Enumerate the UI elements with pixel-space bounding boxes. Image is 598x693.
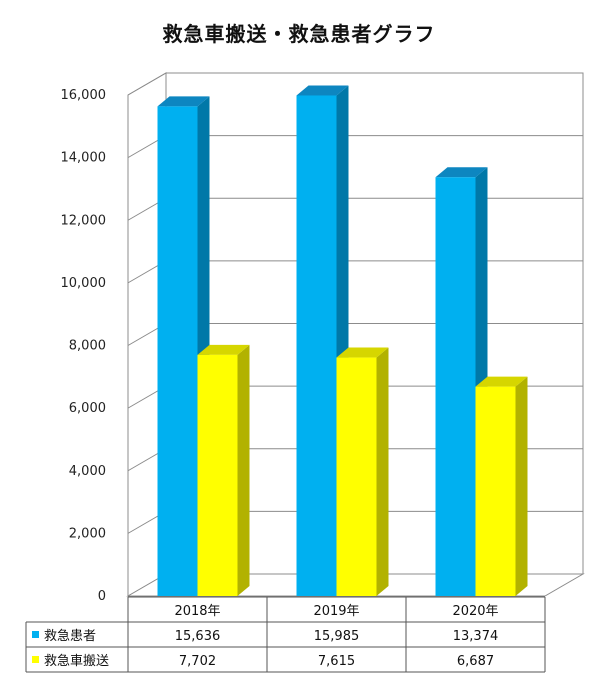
bar-front [475, 386, 516, 596]
y-tick-label: 14,000 [61, 151, 107, 166]
bar-top [197, 344, 250, 355]
bar-front [435, 177, 476, 596]
legend-label: 救急車搬送 [44, 653, 109, 669]
bar-front [336, 357, 377, 596]
legend-label: 救急患者 [44, 628, 96, 644]
data-value: 15,985 [314, 629, 360, 644]
gridline [127, 72, 583, 96]
bar-front [157, 106, 198, 596]
bar [336, 347, 389, 596]
bar-top [336, 347, 389, 358]
x-category-label: 2019年 [313, 604, 359, 619]
bar-side [515, 376, 528, 596]
data-value: 15,636 [175, 629, 221, 644]
y-tick-label: 0 [98, 589, 106, 604]
bar-top [296, 85, 349, 96]
y-tick-label: 8,000 [69, 339, 106, 354]
bar-top [157, 96, 210, 107]
bar-front [197, 354, 238, 596]
bars [157, 85, 528, 596]
y-tick-label: 4,000 [69, 464, 106, 479]
bar-top [475, 376, 528, 387]
bar-front [296, 95, 337, 596]
y-tick-label: 6,000 [69, 401, 106, 416]
chart-title: 救急車搬送・救急患者グラフ [162, 22, 436, 46]
bar [197, 344, 250, 596]
bar [475, 376, 528, 596]
legend-swatch [32, 631, 39, 638]
x-category-label: 2018年 [174, 604, 220, 619]
y-axis-ticks: 0 2,000 4,000 6,000 8,000 10,000 12,000 14,000 1… [61, 88, 107, 604]
y-tick-label: 16,000 [61, 88, 107, 103]
bar-top [435, 167, 488, 178]
data-value: 7,615 [318, 654, 355, 669]
x-category-label: 2020年 [452, 604, 498, 619]
data-value: 6,687 [457, 654, 494, 669]
y-tick-label: 12,000 [61, 213, 107, 228]
legend-swatch [32, 656, 39, 663]
data-value: 13,374 [453, 629, 499, 644]
bar-side [376, 347, 389, 596]
data-value: 7,702 [179, 654, 216, 669]
bar [296, 85, 349, 596]
bar-side [237, 344, 250, 596]
y-tick-label: 10,000 [61, 276, 107, 291]
y-tick-label: 2,000 [69, 526, 106, 541]
